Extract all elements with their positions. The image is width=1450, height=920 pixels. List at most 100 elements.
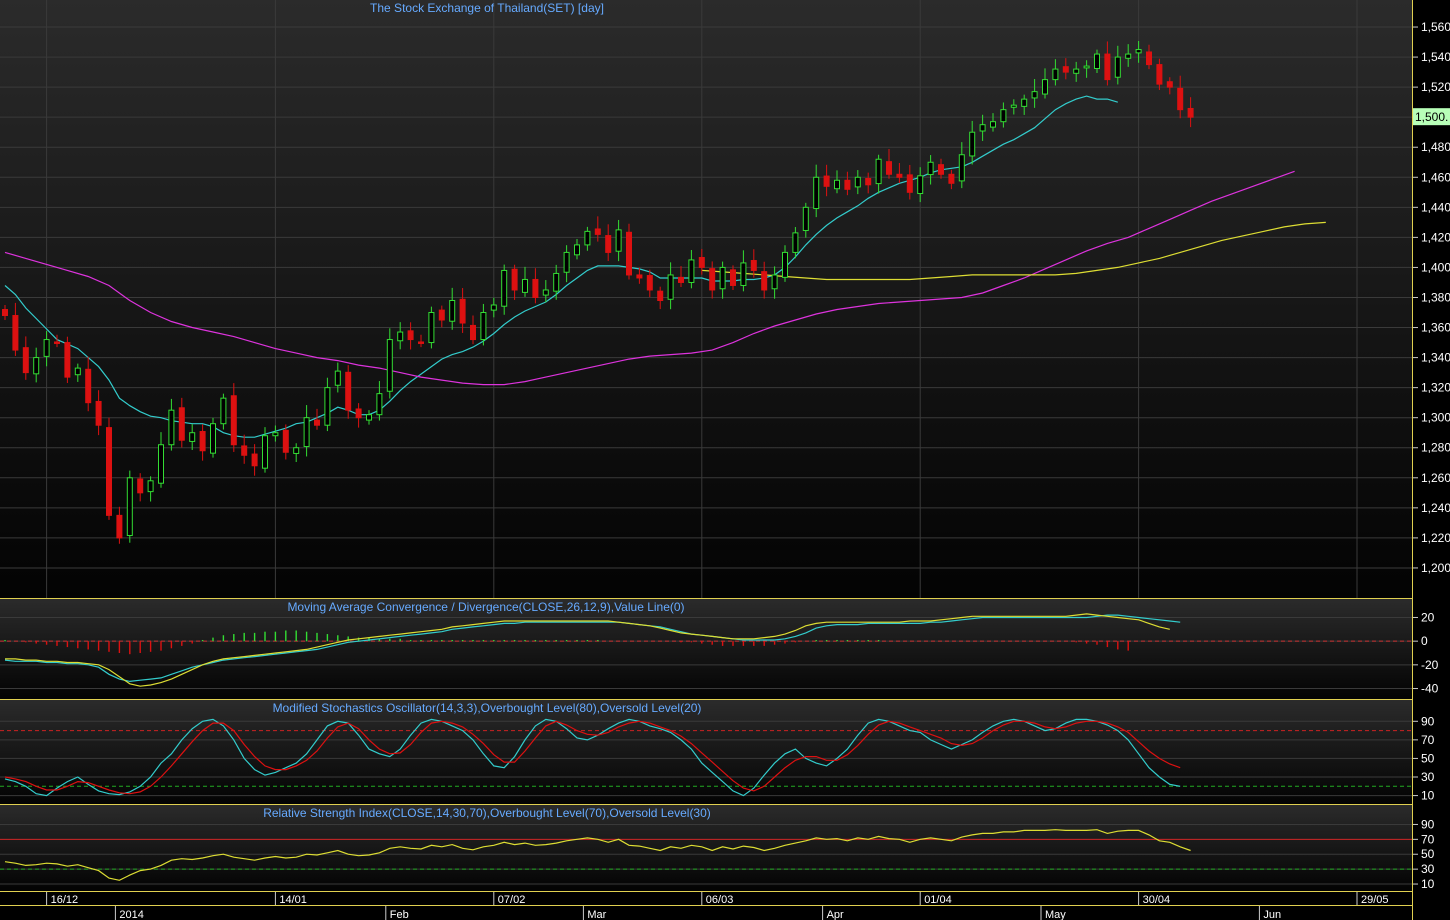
- stochastics-y-tick-label: 10: [1421, 789, 1435, 803]
- candle-up: [667, 274, 674, 300]
- macd-panel[interactable]: Moving Average Convergence / Divergence(…: [0, 599, 1412, 699]
- candle-up: [490, 304, 497, 311]
- date-label: 14/01: [279, 894, 307, 906]
- candle-up: [1073, 68, 1080, 74]
- month-label: Jun: [1263, 909, 1281, 920]
- candle-up: [147, 480, 154, 493]
- candle-down: [730, 269, 736, 286]
- candle-up: [1010, 104, 1017, 108]
- stochastics-panel[interactable]: Modified Stochastics Oscillator(14,3,3),…: [0, 700, 1412, 804]
- price-y-tick-label: 1,320: [1421, 381, 1450, 395]
- candle-down: [511, 268, 518, 291]
- candles: [2, 40, 1194, 544]
- macd-y-tick-label: 20: [1421, 610, 1435, 624]
- candle-up: [210, 423, 216, 454]
- macd-y-axis: 20 0 -20 -40: [1412, 610, 1439, 696]
- macd-title: Moving Average Convergence / Divergence(…: [287, 600, 684, 614]
- price-y-tick-label: 1,540: [1421, 50, 1450, 64]
- stochastics-line-2: [4, 720, 1181, 795]
- candle-down: [1062, 66, 1069, 73]
- month-label: Apr: [827, 909, 844, 920]
- candle-up: [1083, 65, 1090, 69]
- candle-down: [178, 407, 185, 441]
- candle-up: [719, 266, 726, 290]
- candle-down: [823, 175, 830, 187]
- candle-up: [854, 176, 861, 188]
- candle-up: [979, 124, 986, 132]
- rsi-panel[interactable]: Relative Strength Index(CLOSE,14,30,70),…: [0, 805, 1412, 891]
- candle-up: [1125, 53, 1132, 59]
- candle-down: [1187, 107, 1194, 118]
- candle-up: [740, 262, 747, 286]
- candle-up: [1000, 109, 1007, 123]
- candle-down: [2, 309, 8, 317]
- price-y-tick-label: 1,340: [1421, 351, 1450, 365]
- price-y-tick-label: 1,380: [1421, 290, 1450, 304]
- candle-up: [553, 272, 560, 292]
- candle-up: [428, 312, 435, 344]
- date-label: 06/03: [706, 894, 734, 906]
- price-y-tick-label: 1,520: [1421, 80, 1450, 94]
- date-label: 01/04: [924, 894, 952, 906]
- rsi-y-tick-label: 10: [1421, 877, 1435, 891]
- rsi-y-tick-label: 30: [1421, 862, 1435, 876]
- candle-down: [251, 453, 258, 467]
- price-panel[interactable]: The Stock Exchange of Thailand(SET) [day…: [0, 0, 1450, 598]
- candle-down: [470, 324, 476, 341]
- last-price-label: 1,500.: [1415, 110, 1448, 124]
- candle-up: [802, 206, 809, 231]
- candle-down: [199, 431, 206, 452]
- candle-down: [54, 341, 60, 344]
- candle-up: [1031, 91, 1038, 99]
- candle-down: [1104, 53, 1111, 81]
- month-label: Feb: [390, 909, 409, 920]
- candle-down: [636, 274, 643, 279]
- candle-up: [917, 175, 924, 195]
- rsi-y-tick-label: 50: [1421, 847, 1435, 861]
- candle-down: [459, 298, 466, 324]
- candle-up: [875, 158, 882, 185]
- price-y-tick-label: 1,440: [1421, 200, 1450, 214]
- rsi-y-tick-label: 70: [1421, 832, 1435, 846]
- candle-down: [106, 427, 112, 516]
- candle-up: [792, 232, 799, 253]
- candle-up: [397, 331, 404, 342]
- candle-down: [865, 177, 872, 186]
- candle-up: [1135, 49, 1142, 54]
- candle-down: [678, 276, 684, 283]
- candle-down: [532, 278, 539, 298]
- candle-up: [43, 339, 50, 357]
- price-grid: [0, 0, 1412, 598]
- stochastics-y-axis: 90 70 50 30 10: [1412, 714, 1435, 803]
- candle-up: [126, 477, 133, 536]
- candle-up: [990, 121, 996, 128]
- macd-plot: [0, 613, 1412, 690]
- candle-down: [407, 330, 414, 341]
- candle-down: [896, 173, 903, 178]
- candle-up: [303, 417, 310, 448]
- candle-down: [906, 174, 913, 193]
- candle-down: [1146, 51, 1152, 66]
- candle-up: [480, 312, 487, 341]
- candle-down: [750, 260, 757, 271]
- candle-up: [220, 397, 227, 425]
- rsi-line: [4, 829, 1191, 881]
- price-y-tick-label: 1,360: [1421, 321, 1450, 335]
- candle-down: [64, 342, 71, 378]
- price-y-tick-label: 1,460: [1421, 170, 1450, 184]
- candle-up: [1021, 98, 1028, 107]
- candle-up: [927, 161, 934, 176]
- date-axis[interactable]: 16/1214/0107/0206/0301/0430/0429/0524/06…: [0, 892, 1450, 920]
- candle-down: [12, 315, 19, 351]
- candle-down: [85, 368, 92, 404]
- candle-up: [324, 387, 331, 426]
- candle-down: [1166, 81, 1173, 88]
- candle-down: [1177, 87, 1184, 111]
- stochastics-panel-bg: [0, 700, 1412, 804]
- date-label: 07/02: [498, 894, 526, 906]
- candle-down: [594, 228, 601, 235]
- candle-down: [314, 419, 320, 426]
- date-label: 29/05: [1361, 894, 1389, 906]
